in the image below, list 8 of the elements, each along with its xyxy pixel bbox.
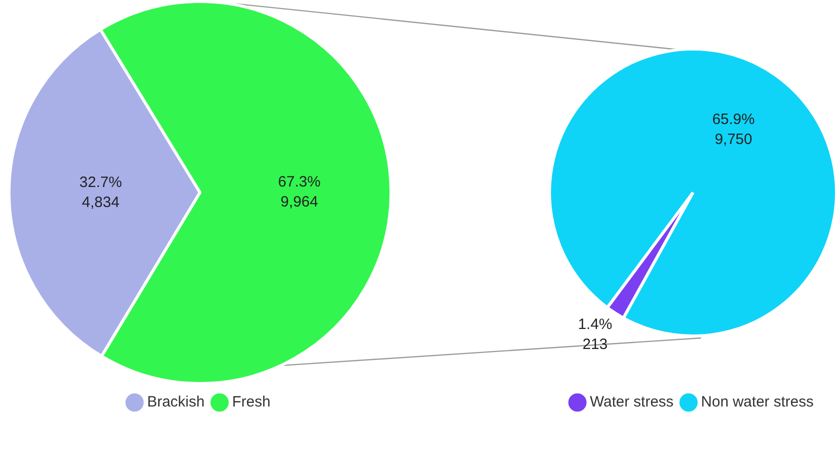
data-label: 67.3% 9,964 [278,173,321,210]
data-label: 65.9% 9,750 [712,110,755,148]
legend-label: Non water stress [701,394,814,411]
legend-label: Brackish [147,394,205,411]
data-label: 1.4% 213 [578,316,612,354]
legend-label: Fresh [232,394,270,411]
data-label: 32.7% 4,834 [79,174,122,211]
legend-label: Water stress [590,394,674,411]
